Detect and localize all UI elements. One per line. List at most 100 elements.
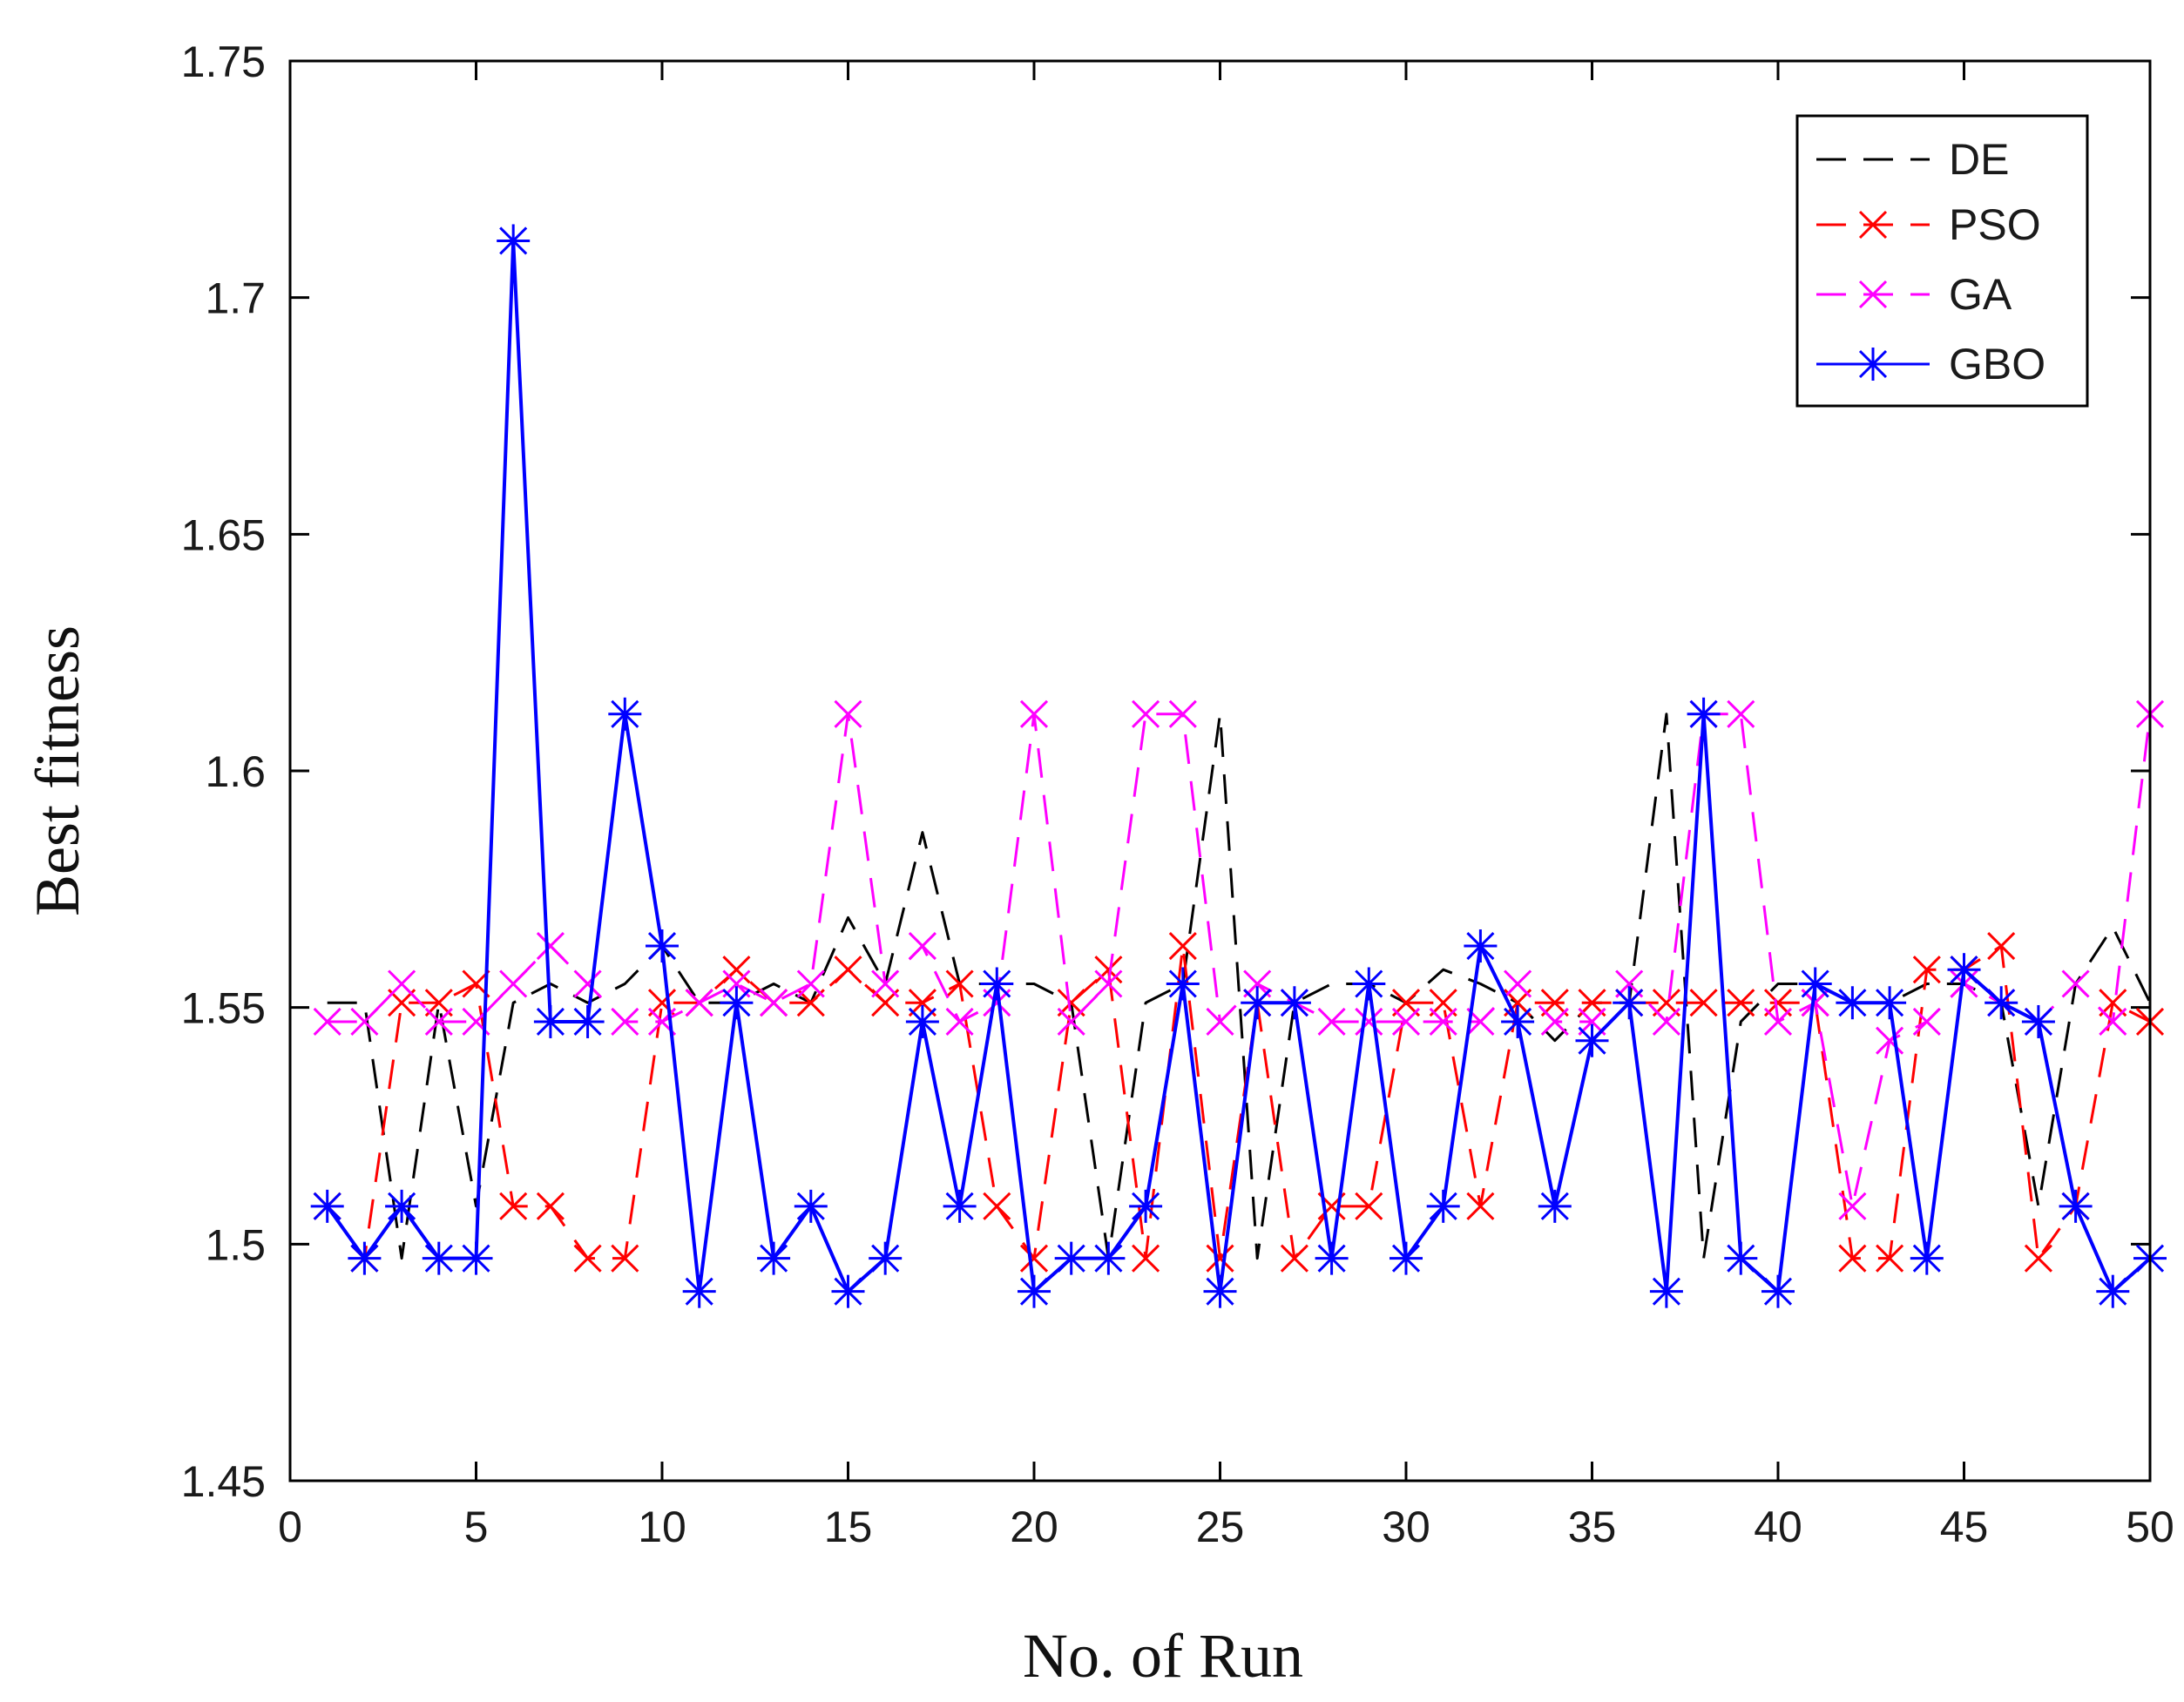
point-ga — [1057, 1007, 1085, 1037]
point-gbo — [1649, 1274, 1683, 1308]
point-gbo — [682, 1274, 716, 1308]
y-tick-label: 1.45 — [181, 1457, 266, 1506]
point-gbo — [1501, 1004, 1535, 1038]
point-pso — [1168, 931, 1197, 961]
point-pso — [1019, 1244, 1049, 1273]
legend-marker-ga — [1858, 280, 1888, 309]
point-gbo — [1464, 929, 1498, 963]
point-gbo — [1798, 967, 1832, 1001]
point-ga — [1504, 969, 1532, 998]
y-tick-label: 1.6 — [205, 747, 266, 796]
point-gbo — [497, 224, 531, 258]
point-ga — [1763, 1007, 1793, 1037]
point-ga — [945, 1007, 974, 1037]
point-ga — [1206, 1007, 1234, 1037]
point-ga — [1019, 699, 1049, 728]
point-ga — [499, 969, 528, 998]
legend-entry-gbo: GBO — [1816, 340, 2045, 388]
point-gbo — [2021, 1004, 2055, 1038]
point-ga — [1355, 1007, 1383, 1037]
point-ga — [2061, 969, 2090, 998]
series-line-pso — [326, 944, 2151, 1260]
point-ga — [1876, 1026, 1904, 1055]
point-gbo — [1054, 1241, 1088, 1275]
point-pso — [536, 1192, 565, 1220]
point-ga — [1317, 1007, 1346, 1037]
point-ga — [611, 1007, 639, 1037]
series-line-de — [327, 713, 2152, 1260]
point-pso — [722, 956, 751, 984]
point-gbo — [831, 1274, 865, 1308]
point-gbo — [980, 967, 1014, 1001]
point-ga — [1727, 699, 1755, 728]
point-ga — [760, 989, 788, 1017]
point-gbo — [385, 1189, 419, 1223]
y-tick-label: 1.55 — [181, 984, 266, 1033]
point-ga — [1540, 1007, 1569, 1037]
series-line-ga — [327, 713, 2152, 1208]
point-pso — [1912, 956, 1941, 984]
point-ga — [871, 969, 900, 998]
point-gbo — [310, 1189, 344, 1223]
point-gbo — [1613, 986, 1646, 1020]
point-pso — [1094, 956, 1123, 984]
x-tick-label: 0 — [278, 1503, 302, 1551]
point-gbo — [1687, 697, 1721, 731]
legend-marker-pso — [1858, 210, 1888, 240]
point-ga — [908, 931, 936, 961]
y-tick-label: 1.5 — [205, 1220, 266, 1269]
point-ga — [424, 1007, 453, 1037]
y-tick-label: 1.7 — [205, 274, 266, 323]
legend-box — [1795, 114, 2089, 408]
point-pso — [1727, 989, 1755, 1017]
point-gbo — [869, 1241, 903, 1275]
legend-entry-ga: GA — [1816, 270, 2012, 319]
x-tick-label: 30 — [1382, 1503, 1430, 1551]
point-pso — [1466, 1192, 1495, 1220]
point-ga — [1132, 699, 1160, 728]
point-pso — [1689, 989, 1718, 1017]
point-gbo — [2059, 1189, 2093, 1223]
point-ga — [573, 969, 602, 998]
x-axis-title: No. of Run — [1023, 1621, 1303, 1691]
legend-label-ga: GA — [1949, 270, 2012, 319]
point-gbo — [1241, 986, 1275, 1020]
point-pso — [499, 1192, 528, 1220]
point-pso — [1355, 1192, 1383, 1220]
point-ga — [2099, 1007, 2127, 1037]
point-gbo — [1315, 1241, 1349, 1275]
x-tick-label: 50 — [2126, 1503, 2174, 1551]
point-ga — [1094, 969, 1123, 998]
series-line-gbo — [326, 239, 2152, 1293]
point-gbo — [1947, 953, 1981, 987]
point-gbo — [1724, 1241, 1758, 1275]
point-gbo — [422, 1241, 456, 1275]
x-tick-label: 25 — [1196, 1503, 1245, 1551]
x-tick-label: 45 — [1940, 1503, 1989, 1551]
x-tick-label: 40 — [1754, 1503, 1802, 1551]
point-gbo — [1203, 1274, 1237, 1308]
point-pso — [1132, 1244, 1160, 1273]
point-ga — [313, 1007, 341, 1037]
point-gbo — [571, 1004, 605, 1038]
legend-marker-gbo — [1856, 348, 1890, 381]
point-gbo — [1166, 967, 1200, 1001]
point-gbo — [608, 697, 642, 731]
point-pso — [611, 1244, 639, 1273]
legend-entry-de: DE — [1816, 135, 2009, 184]
point-gbo — [459, 1241, 493, 1275]
point-pso — [1876, 1244, 1904, 1273]
point-ga — [1652, 1007, 1680, 1037]
point-pso — [2024, 1244, 2052, 1273]
point-ga — [536, 931, 565, 961]
point-gbo — [1761, 1274, 1795, 1308]
point-gbo — [1836, 986, 1870, 1020]
legend-label-de: DE — [1949, 135, 2009, 184]
point-gbo — [646, 929, 679, 963]
series-gbo — [310, 224, 2167, 1308]
point-gbo — [1352, 967, 1386, 1001]
point-gbo — [757, 1241, 791, 1275]
point-gbo — [1910, 1241, 1944, 1275]
point-gbo — [1390, 1241, 1423, 1275]
